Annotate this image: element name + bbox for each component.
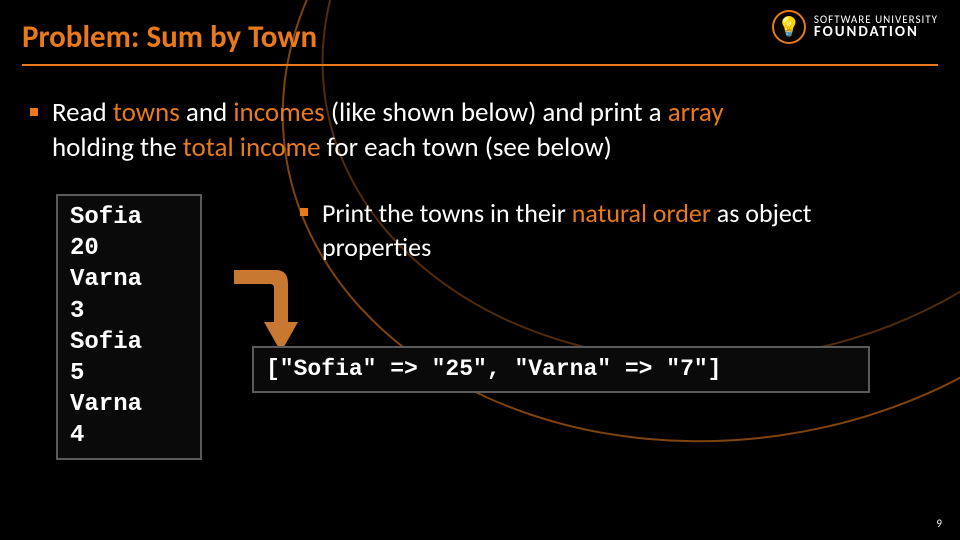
input-line: 20 [70, 233, 188, 264]
curved-arrow-icon [226, 264, 298, 354]
input-line: 5 [70, 358, 188, 389]
input-line: Varna [70, 264, 188, 295]
bullet-square-icon [300, 208, 308, 216]
lightbulb-icon: 💡 [772, 10, 806, 44]
output-code-box: ["Sofia" => "25", "Varna" => "7"] [252, 346, 870, 393]
input-line: Sofia [70, 327, 188, 358]
page-number: 9 [936, 517, 942, 530]
brand-logo: 💡 SOFTWARE UNIVERSITY FOUNDATION [772, 10, 938, 44]
output-line: ["Sofia" => "25", "Varna" => "7"] [266, 356, 721, 382]
main-bullet: Read towns and incomes (like shown below… [30, 96, 930, 165]
logo-text-bottom: FOUNDATION [814, 25, 938, 40]
sub-bullet: Print the towns in their natural order a… [300, 197, 910, 265]
arrow-path [234, 270, 298, 352]
input-code-box: Sofia 20 Varna 3 Sofia 5 Varna 4 [56, 194, 202, 460]
sub-bullet-text: Print the towns in their natural order a… [322, 197, 910, 265]
logo-text: SOFTWARE UNIVERSITY FOUNDATION [814, 14, 938, 40]
input-line: Sofia [70, 202, 188, 233]
bullet-square-icon [30, 108, 38, 116]
main-bullet-text: Read towns and incomes (like shown below… [52, 96, 930, 165]
input-line: 4 [70, 420, 188, 451]
input-line: Varna [70, 389, 188, 420]
title-underline [22, 64, 938, 66]
input-line: 3 [70, 296, 188, 327]
